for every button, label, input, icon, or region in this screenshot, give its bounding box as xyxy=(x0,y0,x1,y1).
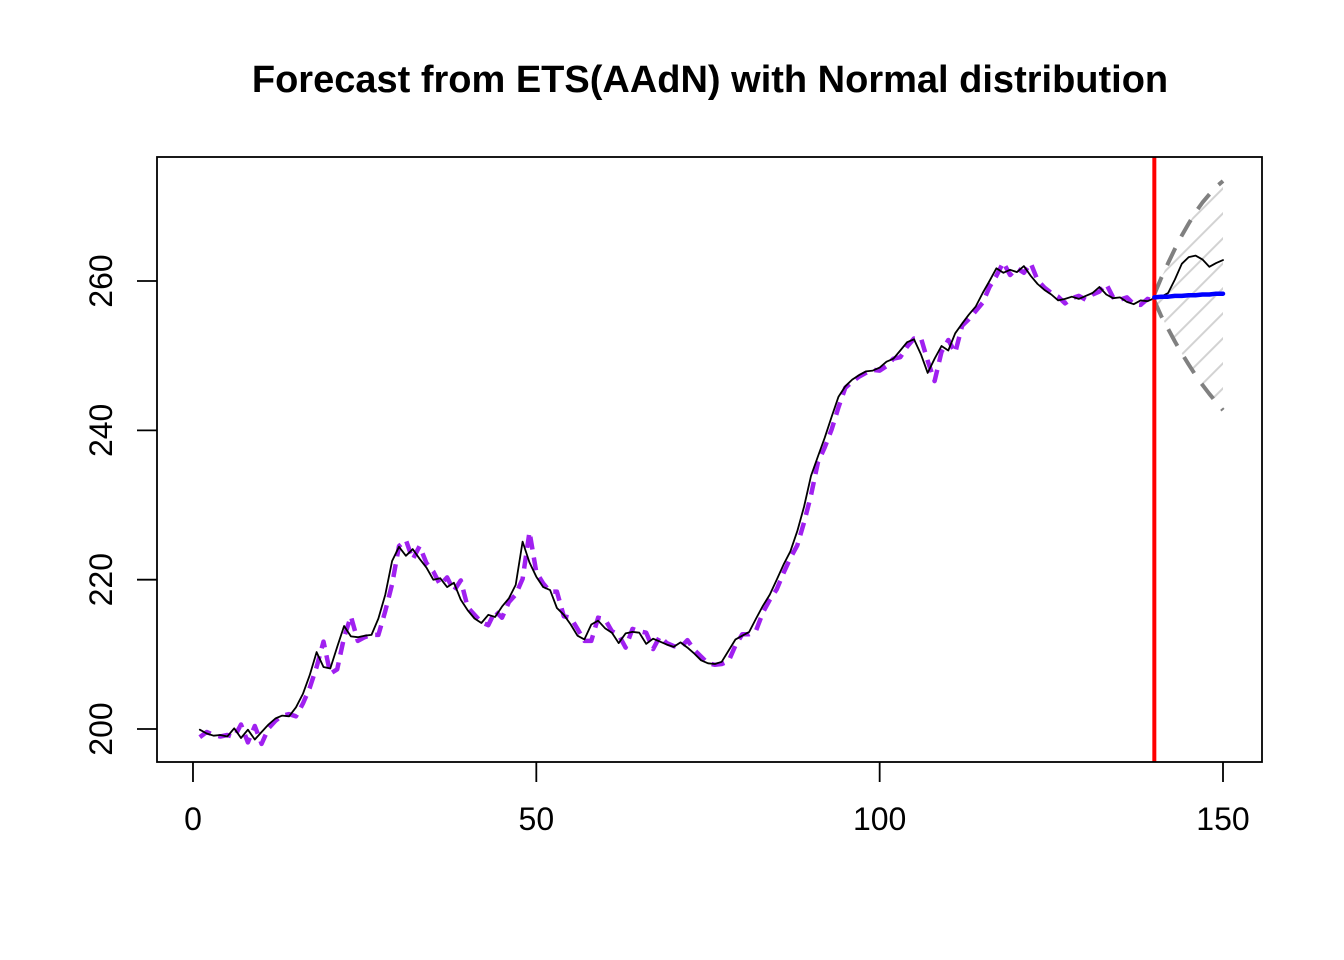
chart-title: Forecast from ETS(AAdN) with Normal dist… xyxy=(252,59,1168,101)
y-tick-label: 260 xyxy=(83,254,119,307)
chart-layers: 0 50 100 150 200 220 240 260 xyxy=(83,156,1263,837)
x-tick-label: 50 xyxy=(519,801,555,837)
forecast-line xyxy=(1152,291,1226,300)
x-tick-label: 0 xyxy=(184,801,202,837)
hatch-line xyxy=(1154,217,1223,388)
y-tick-label: 220 xyxy=(83,553,119,606)
x-tick-label: 150 xyxy=(1196,801,1249,837)
y-tick-label: 240 xyxy=(83,404,119,457)
hatch-line xyxy=(1154,367,1223,411)
y-tick-label: 200 xyxy=(83,702,119,755)
plot-border xyxy=(156,156,1263,763)
hatch-line xyxy=(1154,342,1223,411)
lower-interval-line xyxy=(1152,299,1225,412)
fitted-series-line xyxy=(198,260,1156,747)
actual-series-line xyxy=(198,254,1224,741)
upper-interval-line xyxy=(1152,179,1225,296)
x-tick-label: 100 xyxy=(853,801,906,837)
